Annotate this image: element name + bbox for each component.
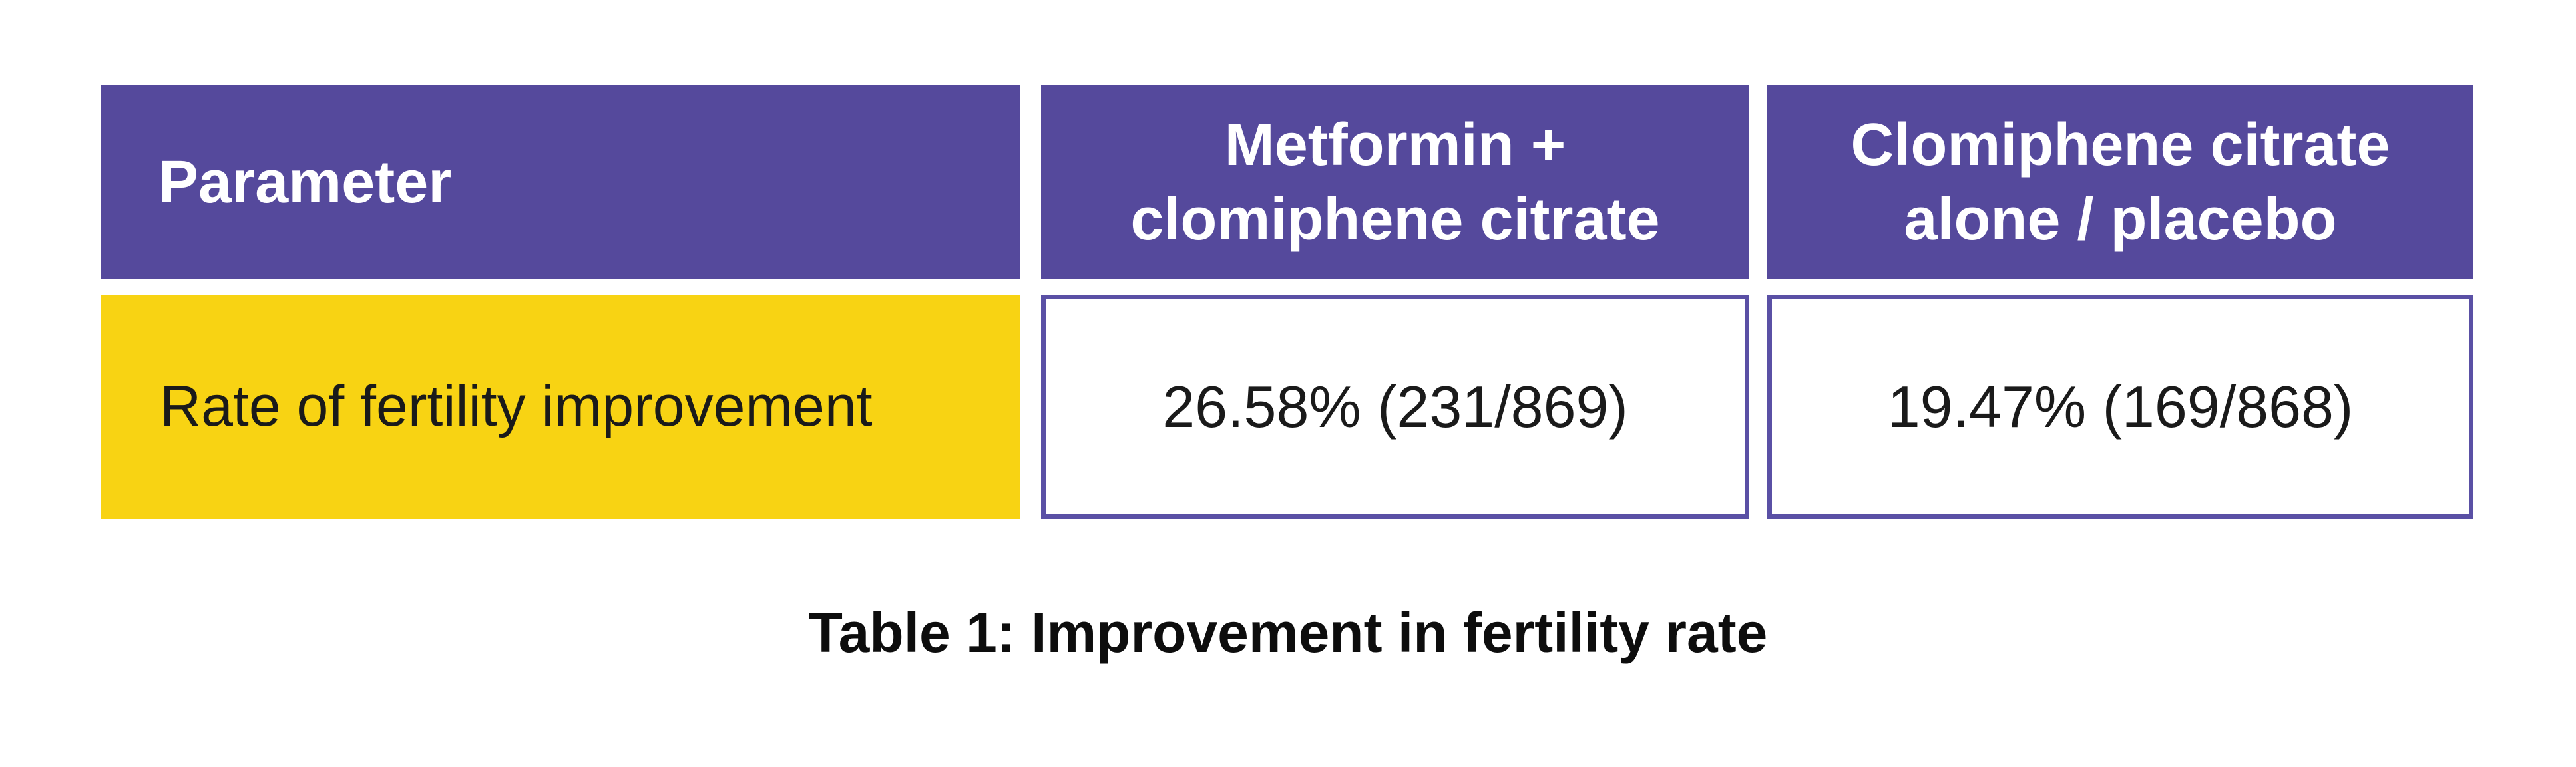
header-label-clomiphene-line2: alone / placebo <box>1904 186 2337 253</box>
header-label-metformin-line2: clomiphene citrate <box>1130 186 1660 253</box>
fertility-table: Parameter Metformin + clomiphene citrate… <box>101 85 2473 519</box>
header-cell-parameter: Parameter <box>101 85 1020 279</box>
row-label-cell: Rate of fertility improvement <box>101 295 1020 519</box>
header-cell-metformin-clomiphene: Metformin + clomiphene citrate <box>1041 85 1749 279</box>
value-metformin-clomiphene: 26.58% (231/869) <box>1162 373 1628 440</box>
header-cell-clomiphene-placebo: Clomiphene citrate alone / placebo <box>1767 85 2473 279</box>
value-cell-metformin-clomiphene: 26.58% (231/869) <box>1041 295 1749 519</box>
table-data-row: Rate of fertility improvement 26.58% (23… <box>101 295 2473 519</box>
value-cell-clomiphene-placebo: 19.47% (169/868) <box>1767 295 2473 519</box>
table-caption: Table 1: Improvement in fertility rate <box>808 601 1768 664</box>
value-clomiphene-placebo: 19.47% (169/868) <box>1887 373 2354 440</box>
header-label-clomiphene-line1: Clomiphene citrate <box>1850 112 2390 178</box>
header-label-parameter: Parameter <box>158 149 452 216</box>
row-label-text: Rate of fertility improvement <box>160 375 873 438</box>
table-header-row: Parameter Metformin + clomiphene citrate… <box>101 85 2473 279</box>
header-label-metformin-line1: Metformin + <box>1224 112 1566 178</box>
